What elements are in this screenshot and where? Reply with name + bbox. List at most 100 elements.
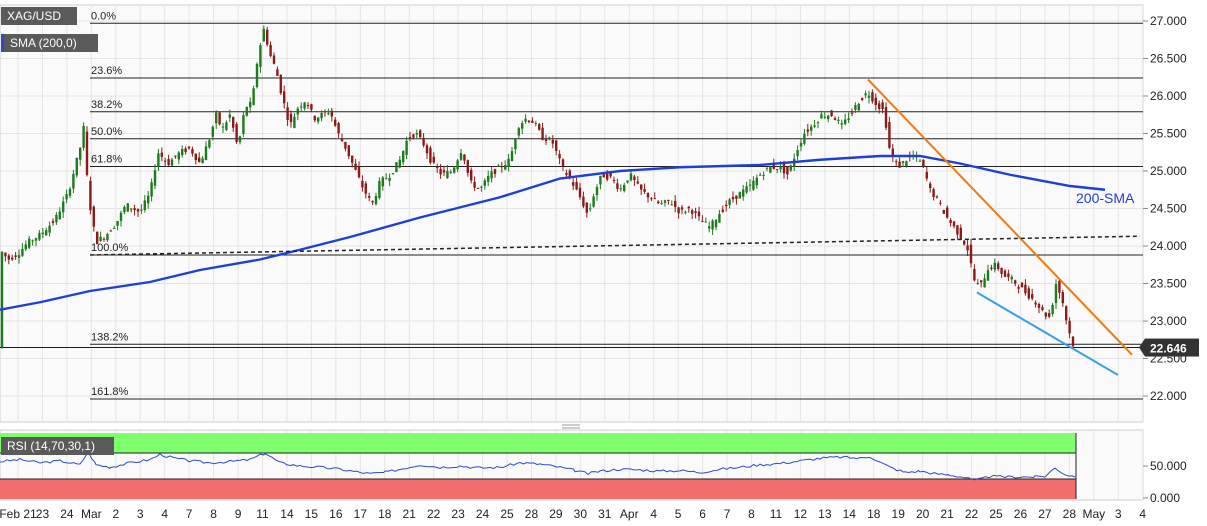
x-tick-label: 23	[451, 507, 465, 521]
candle-body	[126, 203, 129, 212]
x-tick-label: 4	[161, 507, 168, 521]
candle-body	[748, 184, 752, 186]
candle-body	[109, 230, 112, 232]
candle-body	[895, 161, 898, 163]
candle-body	[952, 221, 956, 227]
candle-body	[157, 153, 160, 167]
x-tick-label: 11	[770, 507, 783, 521]
candle-body	[255, 63, 259, 88]
candle-body	[765, 167, 769, 169]
candle-body	[459, 153, 463, 160]
candle-body	[92, 206, 95, 227]
indicator-label[interactable]: SMA (200,0)	[1, 34, 98, 52]
candle-body	[38, 232, 41, 240]
candle-body	[803, 133, 806, 144]
candle-body	[1003, 270, 1007, 277]
candle-body	[997, 263, 1000, 270]
candle-body	[106, 234, 109, 241]
y-tick-label: 26.500	[1150, 52, 1187, 66]
x-tick-label: 14	[843, 507, 857, 521]
y-tick-label: 26.000	[1150, 89, 1187, 103]
x-tick-label: 13	[818, 507, 832, 521]
candle-body	[527, 120, 531, 123]
x-tick-label: 15	[305, 507, 319, 521]
candle-body	[742, 189, 745, 197]
symbol-label[interactable]: XAG/USD	[1, 7, 77, 25]
x-tick-label: 24	[476, 507, 490, 521]
x-tick-label: 25	[989, 507, 1003, 521]
candle-body	[714, 219, 718, 228]
candle-body	[738, 192, 741, 199]
candle-body	[28, 238, 31, 248]
candle-body	[487, 175, 490, 182]
candle-body	[405, 140, 408, 155]
candle-body	[667, 199, 670, 201]
candle-body	[888, 122, 891, 148]
main-plot-area	[0, 4, 1144, 429]
candle-body	[310, 104, 313, 110]
candle-body	[929, 183, 932, 189]
candle-body	[361, 180, 364, 188]
candle-body	[752, 180, 755, 190]
x-tick-label: 23	[36, 507, 50, 521]
x-tick-label: 28	[525, 507, 539, 521]
candle-body	[24, 244, 27, 250]
candle-body	[976, 282, 979, 285]
candle-body	[357, 166, 361, 178]
candle-body	[956, 225, 959, 235]
x-tick-label: 25	[500, 507, 514, 521]
candle-body	[935, 196, 939, 198]
candle-body	[1061, 292, 1064, 304]
candle-body	[691, 210, 694, 214]
candle-body	[782, 163, 786, 174]
candle-body	[963, 240, 966, 245]
candle-body	[966, 245, 969, 251]
x-tick-label: 21	[403, 507, 417, 521]
candle-body	[259, 45, 262, 67]
candle-body	[79, 147, 82, 160]
y-tick-label: 23.000	[1150, 314, 1187, 328]
candle-body	[701, 221, 704, 223]
candle-body	[289, 113, 293, 123]
candle-body	[1037, 304, 1041, 308]
candle-body	[905, 161, 908, 167]
candle-body	[65, 194, 68, 200]
candle-body	[1000, 267, 1003, 274]
candle-body	[17, 255, 21, 258]
candle-body	[4, 252, 7, 257]
candle-body	[514, 139, 517, 150]
candle-body	[827, 115, 830, 120]
candle-body	[181, 148, 184, 156]
candle-body	[286, 107, 289, 120]
x-tick-label: 30	[574, 507, 588, 521]
candle-body	[657, 201, 660, 204]
candle-body	[789, 165, 792, 171]
rsi-indicator-label[interactable]: RSI (14,70,30,1)	[1, 437, 114, 455]
candle-body	[351, 155, 354, 163]
candle-body	[504, 165, 507, 170]
candle-body	[160, 152, 163, 157]
x-tick-label: 26	[1014, 507, 1028, 521]
y-tick-label: 25.500	[1150, 127, 1187, 141]
candle-body	[323, 111, 327, 113]
candle-body	[1041, 307, 1044, 310]
x-tick-label: 24	[60, 507, 74, 521]
candle-body	[878, 103, 881, 109]
candle-body	[473, 181, 476, 188]
candle-body	[412, 134, 415, 138]
candle-body	[225, 122, 228, 130]
candle-body	[429, 147, 432, 163]
candle-body	[72, 173, 75, 189]
candle-body	[1071, 336, 1075, 347]
candle-body	[871, 92, 874, 102]
sma-annotation: 200-SMA	[1076, 190, 1135, 206]
candle-body	[599, 175, 602, 185]
candle-body	[725, 204, 728, 207]
x-tick-label: 12	[794, 507, 808, 521]
x-tick-label: Feb 21	[0, 507, 37, 521]
candle-body	[660, 203, 663, 205]
y-tick-label: 22.000	[1150, 389, 1187, 403]
candle-body	[215, 112, 218, 124]
candle-body	[347, 145, 350, 157]
candle-body	[374, 195, 378, 205]
